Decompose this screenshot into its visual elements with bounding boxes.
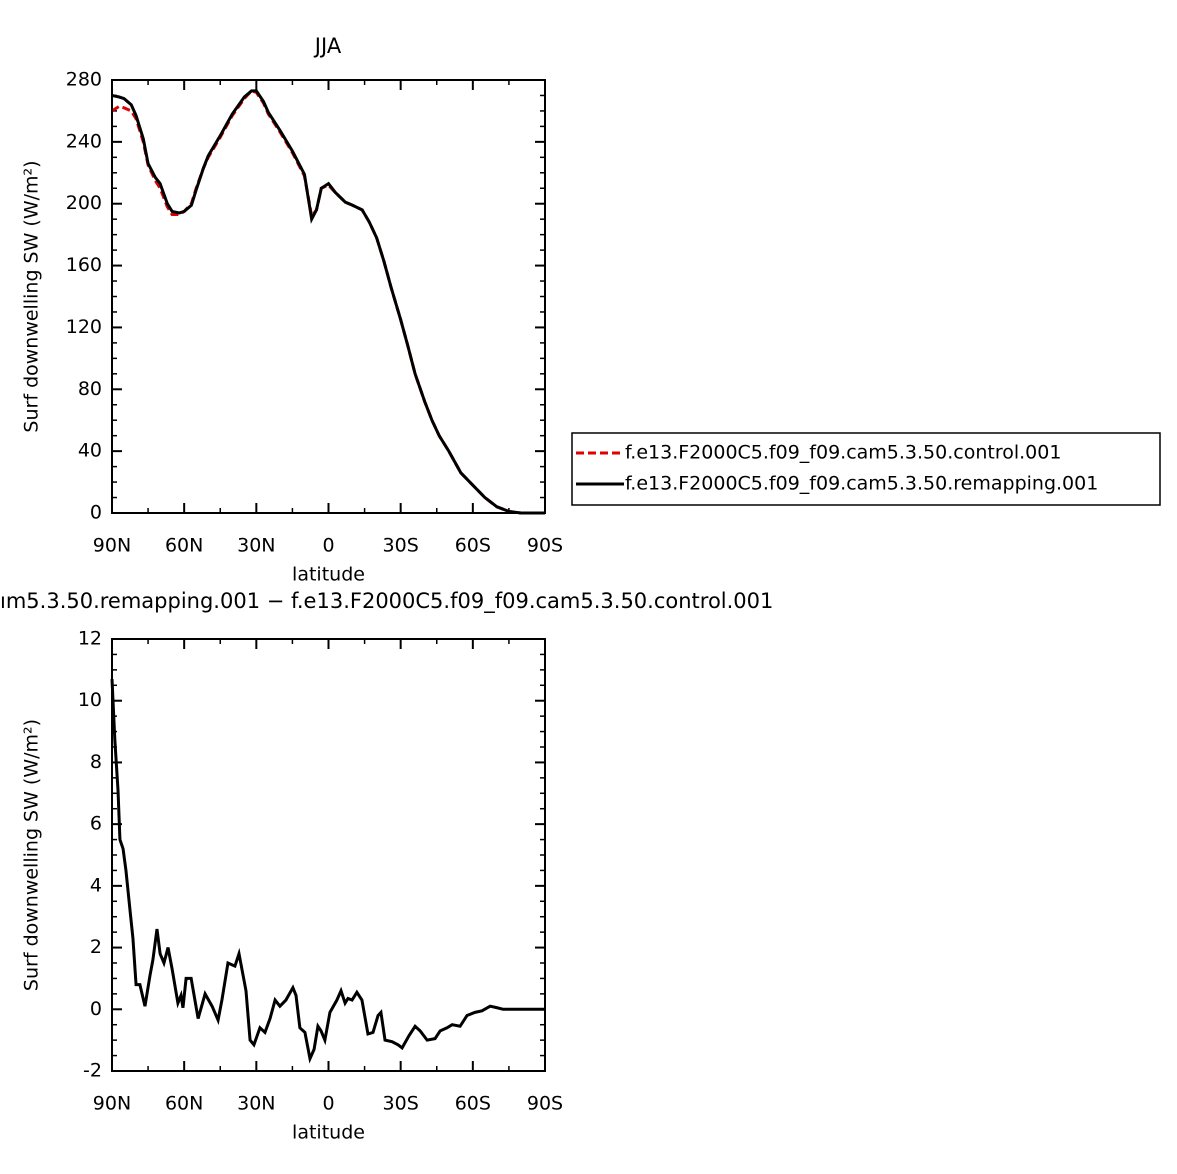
x-tick-label: 90S [527, 535, 563, 557]
y-tick-label: 2 [90, 936, 102, 958]
x-tick-label: 60N [165, 535, 203, 557]
chart-title: JJA [313, 34, 342, 58]
y-tick-label: 200 [66, 192, 102, 214]
y-tick-label: 160 [66, 254, 102, 276]
y-tick-label: 4 [90, 874, 102, 896]
x-tick-label: 90N [93, 535, 131, 557]
y-tick-label: 10 [78, 689, 102, 711]
y-tick-label: 0 [90, 998, 102, 1020]
y-tick-label: -2 [83, 1060, 102, 1082]
legend-box [571, 432, 1161, 506]
x-axis-label: latitude [292, 564, 365, 586]
plot-frame [111, 638, 546, 1072]
y-tick-label: 280 [66, 69, 102, 91]
y-axis-label: Surf downwelling SW (W/m²) [21, 160, 43, 432]
y-tick-label: 12 [78, 628, 102, 650]
x-tick-label: 30S [383, 535, 419, 557]
y-tick-label: 80 [78, 378, 102, 400]
y-tick-label: 0 [90, 502, 102, 524]
x-tick-label: 0 [322, 535, 334, 557]
plot-frame [111, 79, 546, 514]
y-axis-label: Surf downwelling SW (W/m²) [21, 719, 43, 991]
x-axis-label: latitude [292, 1122, 365, 1144]
x-tick-label: 60S [455, 535, 491, 557]
data-line [111, 89, 545, 515]
data-line [111, 89, 545, 515]
y-tick-label: 120 [66, 316, 102, 338]
x-tick-label: 90N [93, 1093, 131, 1115]
x-tick-label: 60N [165, 1093, 203, 1115]
y-tick-label: 40 [78, 440, 102, 462]
x-tick-label: 30S [383, 1093, 419, 1115]
legend-label: f.e13.F2000C5.f09_f09.cam5.3.50.control.… [625, 442, 1061, 464]
legend-label: f.e13.F2000C5.f09_f09.cam5.3.50.remappin… [625, 473, 1098, 495]
x-tick-label: 60S [455, 1093, 491, 1115]
x-tick-label: 30N [237, 1093, 275, 1115]
y-tick-label: 6 [90, 813, 102, 835]
x-tick-label: 30N [237, 535, 275, 557]
x-tick-label: 90S [527, 1093, 563, 1115]
data-line [110, 679, 545, 1064]
x-tick-label: 0 [322, 1093, 334, 1115]
y-tick-label: 240 [66, 130, 102, 152]
y-tick-label: 8 [90, 751, 102, 773]
chart-title: ım5.3.50.remapping.001 − f.e13.F2000C5.f… [0, 589, 773, 614]
